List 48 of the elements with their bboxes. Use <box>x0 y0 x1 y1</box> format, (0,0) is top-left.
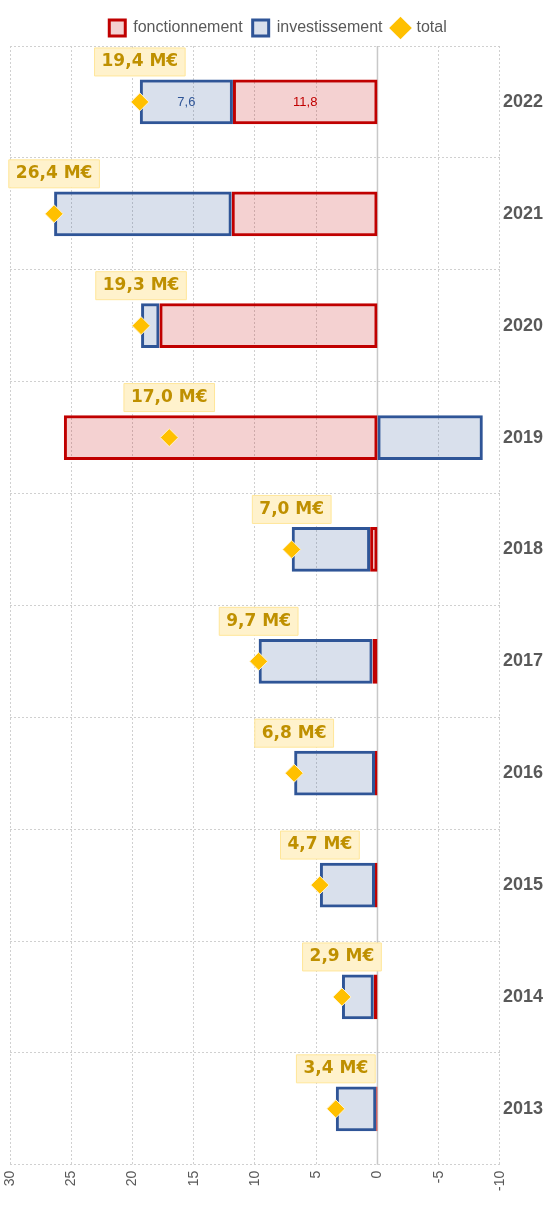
x-tick-label: 20 <box>123 1170 140 1187</box>
data-label: 7,6 <box>177 93 196 109</box>
x-tick-label: 15 <box>184 1170 201 1187</box>
data-label: 19,3 M€ <box>102 274 180 295</box>
point <box>44 204 64 224</box>
x-tick-label: 25 <box>62 1170 79 1187</box>
x-tick-label: 30 <box>0 1170 17 1187</box>
point <box>284 763 304 783</box>
point <box>249 651 269 671</box>
data-label: 17,0 M€ <box>130 385 208 406</box>
legend-label: fonctionnement <box>133 18 244 36</box>
y-tick-label: 2021 <box>502 202 543 223</box>
point <box>130 92 150 112</box>
point <box>131 316 151 336</box>
y-tick-label: 2022 <box>502 90 543 111</box>
data-label: 9,7 M€ <box>226 609 292 630</box>
y-tick-label: 2019 <box>502 426 543 447</box>
data-label: 11,8 <box>293 93 318 109</box>
data-label: 26,4 M€ <box>15 162 93 183</box>
bar <box>54 191 232 237</box>
data-label: 7,0 M€ <box>259 497 325 518</box>
y-tick-label: 2016 <box>502 762 543 783</box>
point <box>326 1099 346 1119</box>
x-tick-label: 5 <box>307 1170 324 1179</box>
point <box>159 428 179 448</box>
y-tick-label: 2013 <box>502 1097 543 1118</box>
point <box>310 875 330 895</box>
x-tick-label: -10 <box>490 1170 507 1191</box>
bar <box>139 79 233 125</box>
x-tick-label: 0 <box>368 1170 385 1179</box>
y-tick-label: 2017 <box>502 650 543 671</box>
y-tick-label: 2018 <box>502 538 543 559</box>
legend-label: investissement <box>276 18 384 36</box>
x-tick-label: -5 <box>429 1170 446 1184</box>
point <box>332 987 352 1007</box>
point <box>282 539 302 559</box>
bar <box>294 750 376 796</box>
legend-label: total <box>416 18 447 36</box>
bar <box>258 638 373 684</box>
data-label: 2,9 M€ <box>309 945 375 966</box>
data-label: 3,4 M€ <box>303 1057 369 1078</box>
x-tick-label: 10 <box>245 1170 262 1187</box>
data-label: 19,4 M€ <box>101 50 179 71</box>
y-tick-label: 2014 <box>502 985 543 1006</box>
y-tick-label: 2015 <box>502 874 543 895</box>
y-tick-label: 2020 <box>502 314 543 335</box>
data-label: 6,8 M€ <box>261 721 327 742</box>
data-label: 4,7 M€ <box>287 833 353 854</box>
